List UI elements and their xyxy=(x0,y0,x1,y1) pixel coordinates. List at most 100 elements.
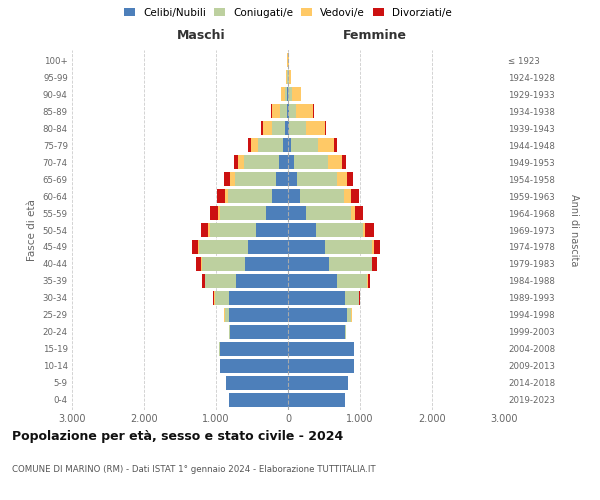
Bar xyxy=(337,172,347,186)
Bar xyxy=(280,155,288,169)
Bar xyxy=(329,257,371,271)
Bar xyxy=(300,189,344,203)
Bar xyxy=(283,138,288,152)
Bar xyxy=(202,274,205,288)
Bar xyxy=(292,87,301,101)
Bar xyxy=(294,155,328,169)
Bar xyxy=(256,223,288,237)
Bar xyxy=(288,359,353,373)
Bar xyxy=(372,257,377,271)
Bar xyxy=(291,138,318,152)
Bar xyxy=(371,257,372,271)
Bar xyxy=(235,172,276,186)
Bar xyxy=(196,257,201,271)
Bar xyxy=(288,308,347,322)
Bar xyxy=(288,274,337,288)
Text: Maschi: Maschi xyxy=(177,30,226,43)
Bar xyxy=(272,189,288,203)
Bar xyxy=(289,121,306,135)
Bar xyxy=(208,223,209,237)
Y-axis label: Fasce di età: Fasce di età xyxy=(27,199,37,261)
Bar xyxy=(198,240,199,254)
Bar xyxy=(318,138,334,152)
Bar xyxy=(286,121,288,135)
Bar xyxy=(263,121,272,135)
Bar xyxy=(238,155,244,169)
Bar xyxy=(218,206,220,220)
Bar xyxy=(372,240,374,254)
Bar xyxy=(259,138,283,152)
Bar xyxy=(211,206,218,220)
Bar xyxy=(289,70,292,84)
Bar xyxy=(288,240,325,254)
Bar xyxy=(276,172,288,186)
Bar xyxy=(288,342,353,356)
Bar xyxy=(363,223,365,237)
Bar xyxy=(328,155,342,169)
Bar xyxy=(236,274,288,288)
Bar xyxy=(230,172,235,186)
Bar xyxy=(272,104,280,118)
Bar xyxy=(368,274,370,288)
Bar xyxy=(229,325,230,339)
Bar xyxy=(266,206,288,220)
Bar xyxy=(374,240,380,254)
Bar xyxy=(200,223,208,237)
Bar xyxy=(286,70,287,84)
Bar xyxy=(355,206,363,220)
Bar xyxy=(285,87,287,101)
Bar xyxy=(220,342,288,356)
Bar xyxy=(280,104,287,118)
Bar xyxy=(229,291,288,305)
Bar xyxy=(248,240,288,254)
Bar xyxy=(224,172,230,186)
Bar xyxy=(359,291,360,305)
Text: Femmine: Femmine xyxy=(343,30,406,43)
Bar xyxy=(306,121,325,135)
Bar xyxy=(350,206,355,220)
Bar xyxy=(229,393,288,407)
Bar xyxy=(199,240,248,254)
Bar xyxy=(289,87,292,101)
Bar xyxy=(234,155,238,169)
Bar xyxy=(244,155,280,169)
Bar xyxy=(337,274,367,288)
Bar xyxy=(248,138,251,152)
Bar xyxy=(345,291,359,305)
Bar xyxy=(288,155,294,169)
Bar xyxy=(220,359,288,373)
Bar xyxy=(272,121,286,135)
Bar xyxy=(288,172,296,186)
Bar xyxy=(288,70,289,84)
Bar xyxy=(325,121,326,135)
Text: Popolazione per età, sesso e stato civile - 2024: Popolazione per età, sesso e stato civil… xyxy=(12,430,343,443)
Bar xyxy=(288,206,306,220)
Bar xyxy=(347,308,352,322)
Bar xyxy=(202,257,245,271)
Bar xyxy=(220,206,266,220)
Bar xyxy=(352,189,359,203)
Text: COMUNE DI MARINO (RM) - Dati ISTAT 1° gennaio 2024 - Elaborazione TUTTITALIA.IT: COMUNE DI MARINO (RM) - Dati ISTAT 1° ge… xyxy=(12,465,376,474)
Bar xyxy=(224,308,229,322)
Bar xyxy=(334,138,337,152)
Bar xyxy=(288,138,291,152)
Bar xyxy=(288,325,345,339)
Bar xyxy=(296,172,337,186)
Bar xyxy=(345,325,346,339)
Bar xyxy=(288,104,289,118)
Bar xyxy=(289,104,296,118)
Bar xyxy=(251,138,259,152)
Bar xyxy=(342,155,346,169)
Bar xyxy=(224,189,227,203)
Bar xyxy=(245,257,288,271)
Bar xyxy=(288,189,300,203)
Bar xyxy=(288,257,329,271)
Bar xyxy=(217,189,224,203)
Bar xyxy=(287,104,288,118)
Legend: Celibi/Nubili, Coniugati/e, Vedovi/e, Divorziati/e: Celibi/Nubili, Coniugati/e, Vedovi/e, Di… xyxy=(124,8,452,18)
Bar xyxy=(226,376,288,390)
Bar xyxy=(281,87,285,101)
Bar xyxy=(205,274,236,288)
Bar xyxy=(313,104,314,118)
Bar xyxy=(191,240,198,254)
